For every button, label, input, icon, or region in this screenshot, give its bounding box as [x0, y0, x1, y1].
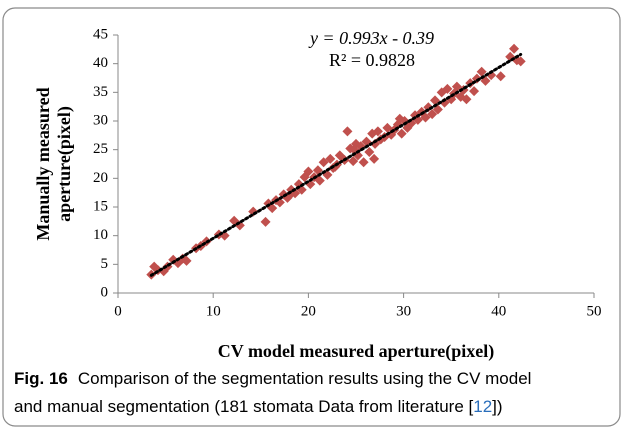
caption-text: ])	[492, 397, 502, 416]
point	[469, 86, 480, 97]
caption-text: and manual segmentation (181 stomata Dat…	[14, 397, 474, 416]
caption-ref[interactable]: 12	[473, 397, 492, 416]
y-axis-label-line: aperture(pixel)	[54, 106, 75, 222]
caption: and manual segmentation (181 stomata Dat…	[14, 397, 503, 416]
y-tick-label: 5	[101, 256, 109, 272]
point	[325, 153, 336, 164]
point	[442, 83, 453, 94]
y-tick-label: 25	[93, 141, 108, 157]
point	[369, 153, 380, 164]
point	[348, 156, 359, 167]
y-tick-label: 40	[93, 55, 108, 71]
point	[486, 70, 497, 81]
y-tick-label: 45	[93, 26, 108, 42]
x-tick-label: 10	[206, 303, 221, 319]
figure-frame	[2, 7, 621, 427]
point	[318, 157, 329, 168]
point	[364, 146, 375, 157]
point	[260, 216, 271, 227]
point	[495, 71, 506, 82]
point	[342, 126, 353, 137]
y-tick-label: 30	[93, 112, 108, 128]
x-tick-label: 40	[491, 303, 506, 319]
caption-label: Fig. 16	[14, 369, 68, 388]
point	[382, 122, 393, 133]
point	[420, 112, 431, 123]
point	[303, 166, 314, 177]
y-axis-label: Manually measured aperture(pixel)	[33, 87, 75, 240]
y-axis-label-line: Manually measured	[33, 87, 53, 240]
point	[358, 157, 369, 168]
x-tick-label: 50	[587, 303, 602, 319]
point	[451, 81, 462, 92]
point	[427, 109, 438, 120]
caption: Fig. 16 Comparison of the segmentation re…	[14, 369, 531, 388]
point	[509, 43, 520, 54]
caption-text: Comparison of the segmentation results u…	[78, 369, 532, 388]
x-tick-label: 0	[114, 303, 122, 319]
y-tick-label: 20	[93, 170, 108, 186]
y-tick-label: 10	[93, 227, 108, 243]
point	[461, 94, 472, 105]
trendline	[149, 52, 523, 277]
r-squared: R² = 0.9828	[329, 50, 415, 70]
point	[394, 113, 405, 124]
point	[314, 175, 325, 186]
point	[372, 126, 383, 137]
y-tick-label: 35	[93, 84, 108, 100]
point	[181, 255, 192, 266]
x-axis-label: CV model measured aperture(pixel)	[218, 341, 494, 362]
point	[284, 190, 295, 201]
y-tick-label: 15	[93, 198, 108, 214]
equation: y = 0.993x - 0.39	[308, 28, 434, 48]
x-tick-label: 20	[301, 303, 316, 319]
point	[396, 128, 407, 139]
y-tick-label: 0	[101, 284, 109, 300]
point	[515, 56, 526, 67]
point	[476, 66, 487, 77]
x-tick-label: 30	[396, 303, 411, 319]
